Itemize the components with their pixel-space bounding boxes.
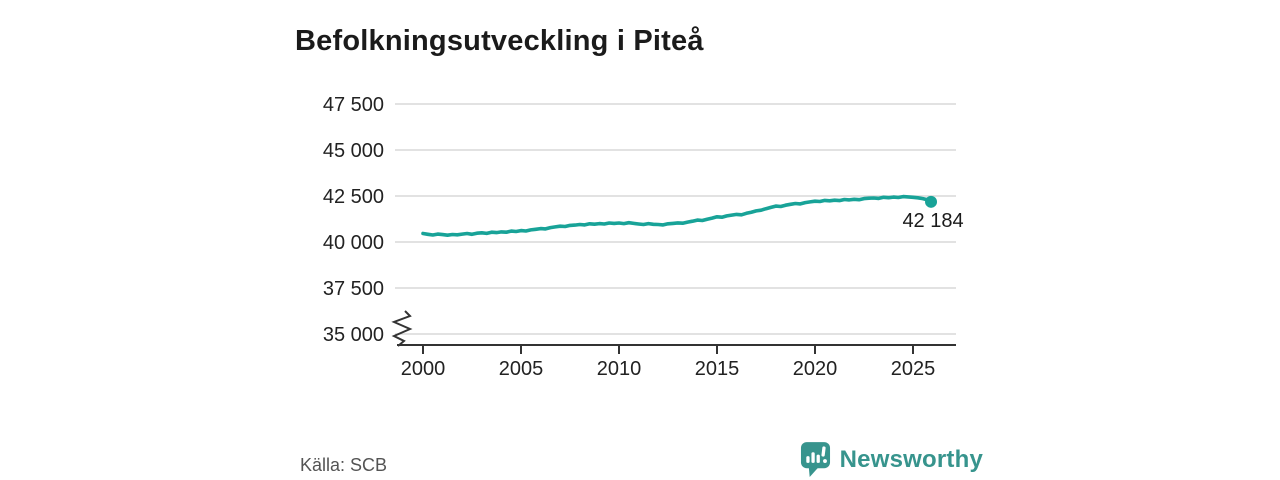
series-end-dot [925,195,938,208]
y-axis-tick-label: 45 000 [323,140,384,162]
series-end-value-label: 42 184 [902,210,963,232]
x-axis-tick-label: 2005 [499,358,544,380]
x-axis-tick-label: 2000 [401,358,446,380]
newsworthy-logo: Newsworthy [800,441,983,478]
x-axis-tick-label: 2025 [891,358,936,380]
source-note: Källa: SCB [300,455,388,475]
chart-title: Befolkningsutveckling i Piteå [295,25,704,58]
x-axis-tick-label: 2015 [695,358,740,380]
x-axis-tick-label: 2010 [597,358,642,380]
newsworthy-wordmark: Newsworthy [839,445,983,473]
y-axis-tick-label: 37 500 [323,278,384,300]
y-axis-tick-label: 35 000 [323,324,384,346]
y-axis-tick-label: 42 500 [323,186,384,208]
population-series-line [421,194,933,237]
y-axis-tick-label: 47 500 [323,94,384,116]
y-axis-break-icon [391,310,413,347]
newsworthy-speech-bubble-barchart-icon [800,441,831,478]
x-axis-tick-label: 2020 [793,358,838,380]
y-axis-tick-label: 40 000 [323,232,384,254]
